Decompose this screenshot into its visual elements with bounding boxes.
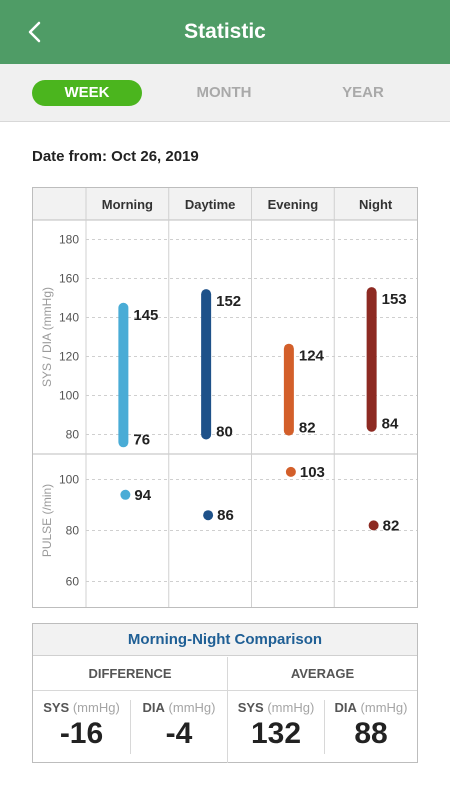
average-dia-cell: DIA (mmHg) 88 xyxy=(325,691,417,763)
dia-value-label: 76 xyxy=(133,431,150,448)
tab-year[interactable]: YEAR xyxy=(342,84,384,101)
date-range-label: Date from: Oct 26, 2019 xyxy=(32,148,199,165)
sys-label: SYS xyxy=(237,700,264,715)
tab-month[interactable]: MONTH xyxy=(196,84,252,101)
difference-dia-value: -4 xyxy=(165,717,193,750)
column-header-row xyxy=(33,188,417,220)
statistics-chart-svg: 80 100 120 140 160 180 60 80 100 SYS / DIA (mmHg)… xyxy=(33,188,417,607)
bp-axis-label: SYS / DIA (mmHg) xyxy=(40,287,54,387)
bp-tick-label: 80 xyxy=(66,428,80,442)
difference-sys-cell: SYS (mmHg) -16 xyxy=(33,691,130,763)
pulse-value-label: 94 xyxy=(134,487,151,504)
bp-tick-label: 120 xyxy=(59,350,79,364)
dia-value-label: 84 xyxy=(382,416,399,433)
bp-tick-label: 160 xyxy=(59,272,79,286)
pulse-value-label: 103 xyxy=(300,464,325,481)
statistics-chart: 80 100 120 140 160 180 60 80 100 SYS / DIA (mmHg)… xyxy=(32,187,418,608)
pulse-tick-label: 60 xyxy=(66,575,80,589)
section-divider xyxy=(227,657,228,763)
cell-divider xyxy=(324,700,325,754)
column-header-night: Night xyxy=(359,197,393,212)
unit-label: (mmHg) xyxy=(267,700,315,715)
pulse-value-label: 86 xyxy=(217,507,234,524)
average-header: AVERAGE xyxy=(228,657,417,691)
chevron-left-icon[interactable] xyxy=(24,20,48,44)
app-header: Statistic xyxy=(0,0,450,64)
bp-tick-label: 140 xyxy=(59,311,79,325)
tab-week[interactable]: WEEK xyxy=(32,80,142,106)
sys-label: SYS xyxy=(43,700,70,715)
average-sys-value: 132 xyxy=(250,717,302,750)
page-title: Statistic xyxy=(184,20,266,43)
pulse-point-evening xyxy=(285,466,296,477)
difference-header: DIFFERENCE xyxy=(33,657,227,691)
sys-value-label: 152 xyxy=(216,293,241,310)
dia-value-label: 82 xyxy=(299,420,316,437)
sys-value-label: 124 xyxy=(299,348,325,365)
pulse-point-morning xyxy=(120,489,131,500)
pulse-tick-label: 100 xyxy=(59,473,79,487)
column-header-morning: Morning xyxy=(102,197,153,212)
column-header-daytime: Daytime xyxy=(185,197,236,212)
pulse-axis-label: PULSE (/min) xyxy=(40,484,54,557)
comparison-panel: Morning-Night Comparison DIFFERENCE AVER… xyxy=(32,623,418,763)
difference-sys-value: -16 xyxy=(59,717,104,750)
unit-label: (mmHg) xyxy=(168,700,216,715)
comparison-title: Morning-Night Comparison xyxy=(33,624,417,656)
bp-tick-label: 100 xyxy=(59,389,79,403)
cell-divider xyxy=(130,700,131,754)
pulse-point-daytime xyxy=(203,510,214,521)
sys-value-label: 145 xyxy=(133,307,158,324)
dia-value-label: 80 xyxy=(216,424,233,441)
unit-label: (mmHg) xyxy=(72,700,120,715)
difference-dia-cell: DIA (mmHg) -4 xyxy=(131,691,227,763)
sys-value-label: 153 xyxy=(382,291,407,308)
dia-label: DIA xyxy=(334,700,357,715)
pulse-value-label: 82 xyxy=(383,517,400,534)
average-sys-cell: SYS (mmHg) 132 xyxy=(228,691,324,763)
column-header-evening: Evening xyxy=(268,197,319,212)
average-dia-value: 88 xyxy=(354,717,388,750)
pulse-point-night xyxy=(368,520,379,531)
pulse-tick-label: 80 xyxy=(66,524,80,538)
period-tabs: WEEK MONTH YEAR xyxy=(0,64,450,122)
bp-tick-label: 180 xyxy=(59,233,79,247)
dia-label: DIA xyxy=(142,700,165,715)
unit-label: (mmHg) xyxy=(360,700,408,715)
